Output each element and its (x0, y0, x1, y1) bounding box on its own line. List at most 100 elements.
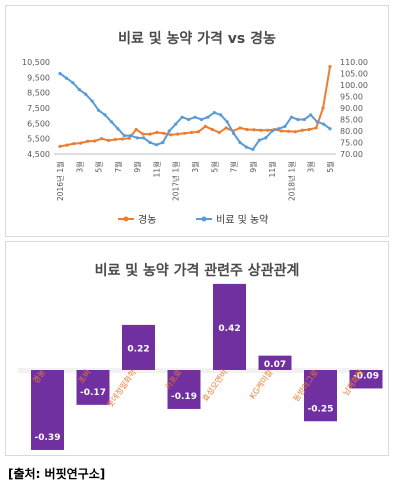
line-chart: 10,500 9,500 8,500 7,500 6,500 5,500 4,500 110.… (22, 58, 368, 226)
bar (258, 355, 292, 370)
bar-value-label: -0.25 (308, 404, 334, 414)
data-point (309, 113, 313, 117)
bar (76, 370, 110, 405)
x-tick-label: 5월 (325, 161, 335, 173)
x-tick-label: 2016년 1월 (55, 161, 65, 201)
data-point (276, 127, 281, 131)
bar (122, 324, 155, 370)
data-point (96, 108, 101, 112)
data-point (71, 81, 75, 85)
data-point (148, 140, 152, 145)
data-point (155, 130, 159, 135)
data-point (99, 137, 104, 141)
data-point (169, 133, 173, 137)
bar-value-label: 0.42 (218, 324, 240, 334)
x-tick-label: 3월 (306, 161, 316, 173)
data-point (203, 124, 207, 128)
data-point (328, 127, 332, 131)
data-point (176, 132, 180, 136)
data-point (90, 99, 94, 103)
data-point (264, 136, 268, 140)
data-point (109, 120, 114, 124)
data-point (251, 147, 255, 151)
bar (349, 370, 383, 389)
legend-marker (201, 216, 207, 222)
x-tick-label: 5월 (94, 161, 104, 173)
data-point (84, 92, 88, 96)
left-tick-label: 7,500 (27, 104, 50, 113)
data-point (257, 138, 261, 142)
right-tick-label: 70.00 (340, 150, 363, 159)
legend-label: 비료 및 농약 (216, 214, 268, 226)
data-point (162, 131, 166, 135)
category-label: 롯데정밀화학 (105, 367, 139, 409)
right-tick-label: 105.00 (340, 70, 368, 79)
data-point (122, 134, 126, 138)
data-point (79, 141, 83, 145)
data-point (199, 117, 204, 122)
bar-value-label: 0.07 (264, 360, 286, 370)
left-tick-label: 9,500 (27, 73, 50, 82)
bar (304, 370, 337, 422)
right-tick-label: 80.00 (340, 127, 363, 136)
line-chart-title: 비료 및 농약 가격 vs 경농 (118, 31, 276, 47)
data-point (106, 138, 111, 143)
data-point (77, 88, 81, 92)
bar (167, 370, 201, 409)
x-tick-label: 9월 (248, 161, 258, 173)
data-point (293, 130, 297, 134)
data-point (72, 141, 76, 146)
right-tick-label: 95.00 (340, 93, 363, 102)
bar (213, 283, 246, 370)
data-point (328, 65, 332, 69)
data-point (193, 115, 197, 119)
data-point (245, 127, 249, 132)
data-point (217, 130, 221, 135)
data-point (238, 126, 242, 130)
data-point (238, 140, 242, 145)
data-point (206, 115, 210, 119)
x-tick-label: 7월 (229, 161, 239, 173)
left-tick-label: 6,500 (27, 119, 50, 128)
data-point (266, 128, 270, 132)
data-point (127, 136, 131, 140)
left-tick-label: 8,500 (27, 89, 50, 98)
left-tick-label: 5,500 (27, 135, 50, 144)
data-point (58, 71, 62, 76)
data-point (321, 122, 326, 126)
data-point (315, 120, 319, 124)
right-tick-label: 85.00 (340, 116, 363, 125)
data-point (296, 117, 300, 122)
data-point (210, 127, 214, 132)
data-point (64, 76, 69, 80)
data-point (65, 143, 69, 147)
x-tick-label: 9월 (132, 161, 142, 173)
data-point (231, 131, 236, 135)
x-tick-label: 5월 (209, 161, 219, 173)
x-tick-label: 11월 (267, 161, 277, 178)
data-point (86, 139, 90, 143)
bar-chart-title: 비료 및 농약 가격 관련주 상관관계 (94, 263, 300, 279)
data-point (141, 132, 145, 136)
x-tick-label: 3월 (190, 161, 200, 173)
x-tick-label: 7월 (113, 161, 123, 173)
bar-value-label: 0.22 (127, 344, 149, 354)
data-point (103, 113, 107, 117)
left-tick-label: 10,500 (22, 58, 50, 67)
data-point (321, 106, 325, 110)
bar-value-label: -0.17 (80, 388, 106, 398)
data-point (244, 145, 249, 149)
data-point (180, 115, 184, 119)
data-point (212, 111, 216, 115)
bar-value-label: -0.09 (353, 371, 379, 381)
legend-label: 경농 (138, 213, 156, 226)
data-point (189, 130, 194, 135)
bar-chart-panel: 비료 및 농약 가격 관련주 상관관계 -0.39 경농 -0.17 조비 0.22 롯데… (5, 241, 389, 456)
data-point (259, 128, 263, 132)
data-point (135, 136, 139, 140)
data-point (186, 117, 191, 122)
source-caption: [출처: 버핏연구소] (8, 467, 106, 481)
data-point (141, 136, 146, 140)
data-point (116, 127, 120, 131)
